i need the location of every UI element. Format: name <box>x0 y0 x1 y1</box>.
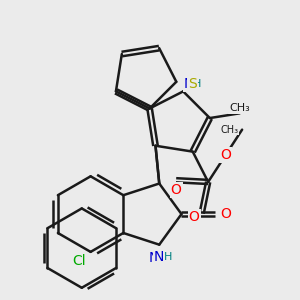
Text: Cl: Cl <box>73 254 86 268</box>
Text: CH₃: CH₃ <box>229 103 250 113</box>
Text: S: S <box>188 77 197 91</box>
Text: N: N <box>184 77 194 91</box>
Text: O: O <box>220 148 231 162</box>
Text: O: O <box>189 210 200 224</box>
Text: H: H <box>193 79 202 89</box>
Text: CH₃: CH₃ <box>220 124 238 135</box>
Text: N: N <box>154 250 164 264</box>
Text: O: O <box>171 183 182 197</box>
Text: H: H <box>164 252 172 262</box>
Text: H: H <box>154 251 164 265</box>
Text: O: O <box>220 207 232 221</box>
Text: NH: NH <box>149 251 170 265</box>
